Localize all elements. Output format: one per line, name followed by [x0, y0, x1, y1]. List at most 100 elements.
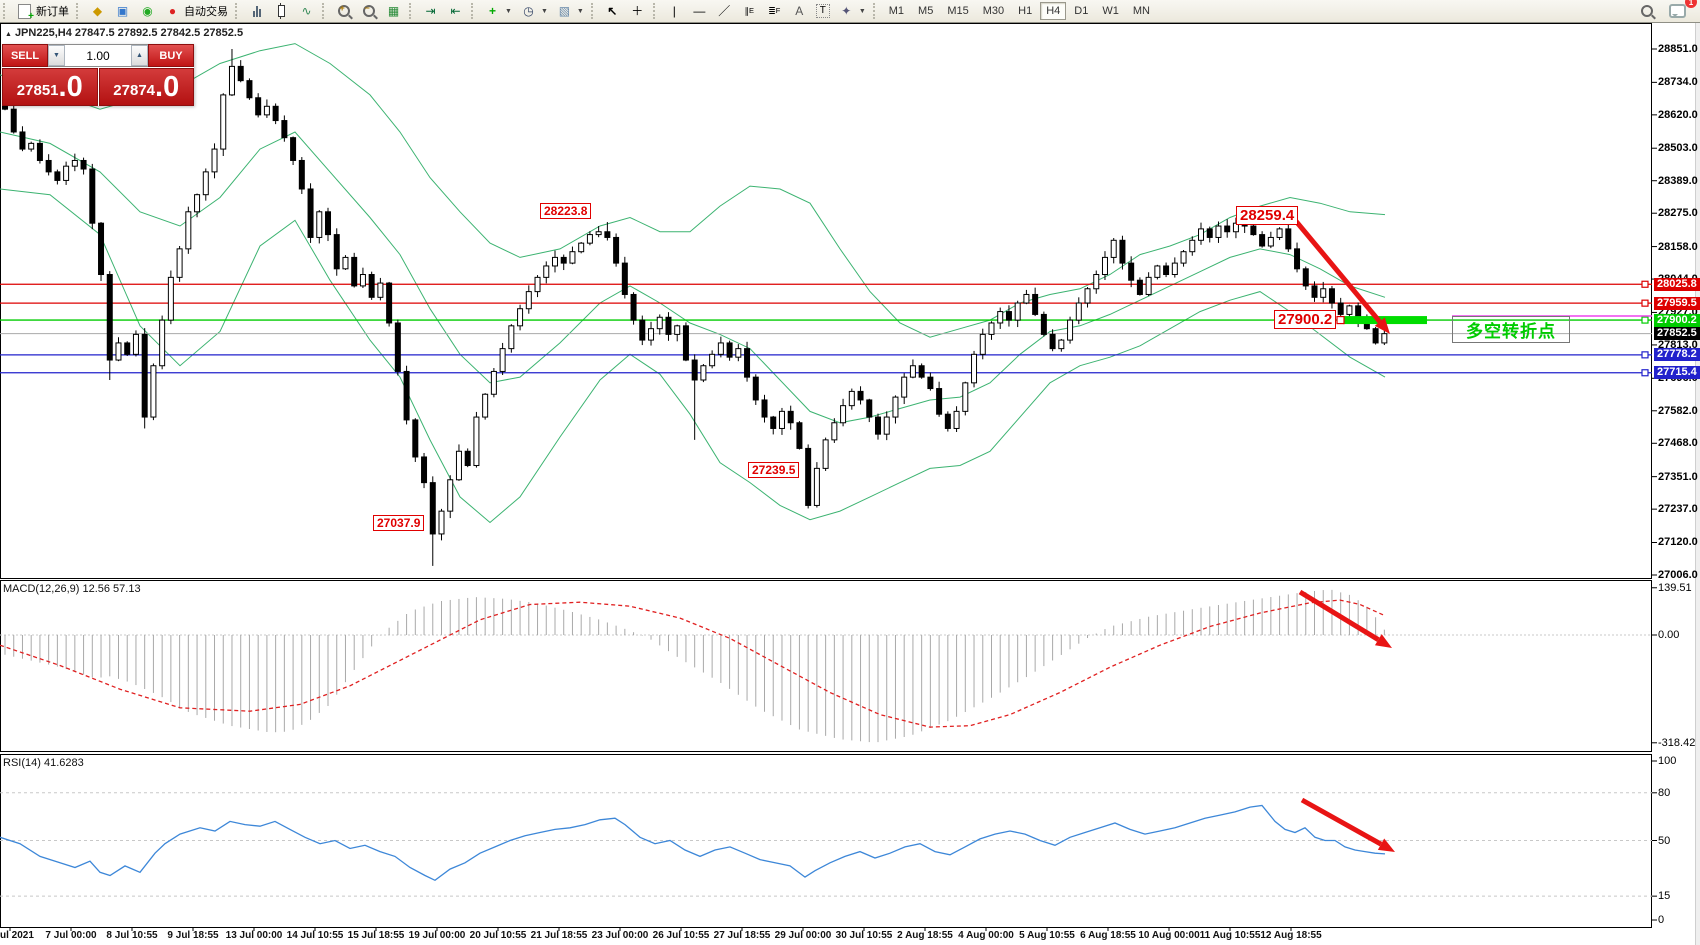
date-axis-label: 13 Jul 00:00 — [225, 930, 283, 941]
notifications-button[interactable]: 1 — [1665, 0, 1697, 20]
date-axis-label: 6 Aug 18:55 — [1080, 930, 1136, 941]
auto-trading-icon: ● — [168, 4, 177, 18]
swing-price-label[interactable]: 27037.9 — [373, 515, 425, 531]
text-tool[interactable]: A — [787, 2, 812, 21]
strategy-tester-button[interactable]: ◉ — [135, 2, 160, 21]
price-axis-tick: 27351.0 — [1658, 471, 1698, 483]
channel-tool[interactable]: ∥ E — [737, 2, 762, 21]
timeframe-D1[interactable]: D1 — [1074, 5, 1089, 17]
price-axis-tick: 27006.0 — [1658, 569, 1698, 581]
date-axis-label: 26 Jul 10:55 — [652, 930, 710, 941]
price-axis-tick: 27237.0 — [1658, 503, 1698, 515]
sell-button[interactable]: SELL — [2, 44, 48, 67]
buy-button[interactable]: BUY — [148, 44, 194, 67]
rsi-axis-tick: 50 — [1658, 835, 1671, 847]
new-order-button[interactable]: + 新订单 — [12, 1, 73, 21]
rsi-panel — [0, 760, 1657, 921]
date-axis-label: 30 Jul 10:55 — [835, 930, 893, 941]
zoom-out-button[interactable]: − — [356, 2, 381, 21]
price-axis-tick: 28275.0 — [1658, 207, 1698, 219]
timeframe-M1[interactable]: M1 — [888, 5, 905, 17]
volume-up-button[interactable]: ▲ — [131, 45, 148, 66]
turning-point-note[interactable]: 多空转折点 — [1452, 316, 1570, 343]
auto-scroll-button[interactable]: ⇥ — [418, 2, 443, 21]
cursor-icon: ↖ — [607, 4, 618, 18]
date-axis-label: 15 Jul 18:55 — [347, 930, 405, 941]
macd-axis-tick: 139.51 — [1658, 582, 1692, 594]
date-axis-label: 27 Jul 18:55 — [713, 930, 771, 941]
tile-windows-button[interactable]: ▦ — [381, 2, 406, 21]
timeframe-H1[interactable]: H1 — [1018, 5, 1033, 17]
chart-corner-icon: ▲ — [5, 31, 12, 38]
date-axis-label: 29 Jul 00:00 — [774, 930, 832, 941]
toolbar-grip — [235, 3, 241, 19]
toolbar-grip — [76, 3, 82, 19]
swing-price-label[interactable]: 28259.4 — [1236, 206, 1299, 225]
fibonacci-tool[interactable]: ≣ F — [762, 2, 787, 21]
market-watch-button[interactable]: ◆ — [85, 2, 110, 21]
panel-borders — [0, 23, 1652, 928]
periods-button[interactable]: ◷ ▼ — [516, 2, 552, 21]
line-chart-button[interactable]: ∿ — [294, 2, 319, 21]
search-button[interactable] — [1637, 3, 1657, 19]
timeframe-MN[interactable]: MN — [1132, 5, 1150, 17]
new-order-icon: + — [16, 3, 34, 21]
toolbar-grip — [652, 3, 659, 19]
timeframe-M5[interactable]: M5 — [918, 5, 934, 17]
volume-value[interactable]: 1.00 — [65, 45, 131, 66]
swing-price-label[interactable]: 27900.2 — [1274, 310, 1337, 329]
candlestick-button[interactable] — [269, 2, 294, 21]
hline-tool[interactable]: — — [687, 2, 712, 21]
price-level-label: 27900.2 — [1654, 314, 1700, 327]
rsi-axis-tick: 100 — [1658, 755, 1677, 767]
price-axis-tick: 28851.0 — [1658, 43, 1698, 55]
swing-price-label[interactable]: 28223.8 — [540, 203, 592, 219]
indicators-button[interactable]: + ▼ — [480, 2, 516, 21]
swing-price-label[interactable]: 27239.5 — [748, 462, 800, 478]
toolbar-grip — [872, 3, 879, 19]
date-axis-label: 10 Aug 00:00 — [1138, 930, 1200, 941]
auto-trading-label: 自动交易 — [184, 6, 228, 18]
date-axis-label: 19 Jul 00:00 — [408, 930, 466, 941]
date-axis-label: 12 Aug 18:55 — [1260, 930, 1322, 941]
sell-price[interactable]: 27851.0 — [2, 68, 98, 106]
axis-ticks — [1652, 48, 1657, 576]
terminal-button[interactable]: ▣ — [110, 2, 135, 21]
text-label-tool[interactable]: T — [812, 2, 834, 20]
chat-icon — [1669, 4, 1686, 18]
crosshair-tool[interactable]: ＋ — [625, 2, 650, 21]
volume-down-button[interactable]: ▼ — [48, 45, 65, 66]
bar-chart-icon — [248, 5, 265, 17]
timeframe-W1[interactable]: W1 — [1102, 5, 1119, 17]
tile-windows-icon: ▦ — [387, 4, 400, 18]
search-icon — [1641, 5, 1653, 17]
right-scrollbar[interactable] — [1695, 22, 1700, 945]
date-axis-label: 2 Aug 18:55 — [897, 930, 953, 941]
buy-price[interactable]: 27874.0 — [98, 68, 194, 106]
text-icon: A — [795, 4, 804, 18]
trendline-tool[interactable]: ／ — [712, 2, 737, 21]
timeframe-M15[interactable]: M15 — [947, 5, 969, 17]
toolbar-grip — [322, 3, 328, 19]
timeframe-M30[interactable]: M30 — [982, 5, 1005, 17]
date-axis-label: 9 Jul 18:55 — [167, 930, 219, 941]
zoom-in-icon: + — [335, 4, 352, 19]
vline-tool[interactable]: | — [662, 2, 687, 21]
symbol-ohlc-line: ▲ JPN225,H4 27847.5 27892.5 27842.5 27852… — [5, 27, 244, 39]
trendline-icon: ／ — [718, 4, 731, 18]
date-axis-label: 8 Jul 10:55 — [106, 930, 158, 941]
cursor-tool[interactable]: ↖ — [600, 2, 625, 21]
templates-button[interactable]: ▧ ▼ — [552, 2, 588, 21]
rsi-label: RSI(14) 41.6283 — [3, 757, 84, 769]
bar-chart-button[interactable] — [244, 3, 269, 19]
timeframe-H4[interactable]: H4 — [1040, 2, 1067, 20]
auto-scroll-icon: ⇥ — [425, 4, 436, 18]
zoom-in-button[interactable]: + — [331, 2, 356, 21]
auto-trading-button[interactable]: ● 自动交易 — [160, 1, 232, 21]
chart-shift-button[interactable]: ⇤ — [443, 2, 468, 21]
price-level-label: 27852.5 — [1654, 327, 1700, 340]
arrows-tool[interactable]: ✦ ▼ — [834, 2, 870, 21]
date-axis-label: 21 Jul 18:55 — [530, 930, 588, 941]
price-axis-tick: 27120.0 — [1658, 536, 1698, 548]
